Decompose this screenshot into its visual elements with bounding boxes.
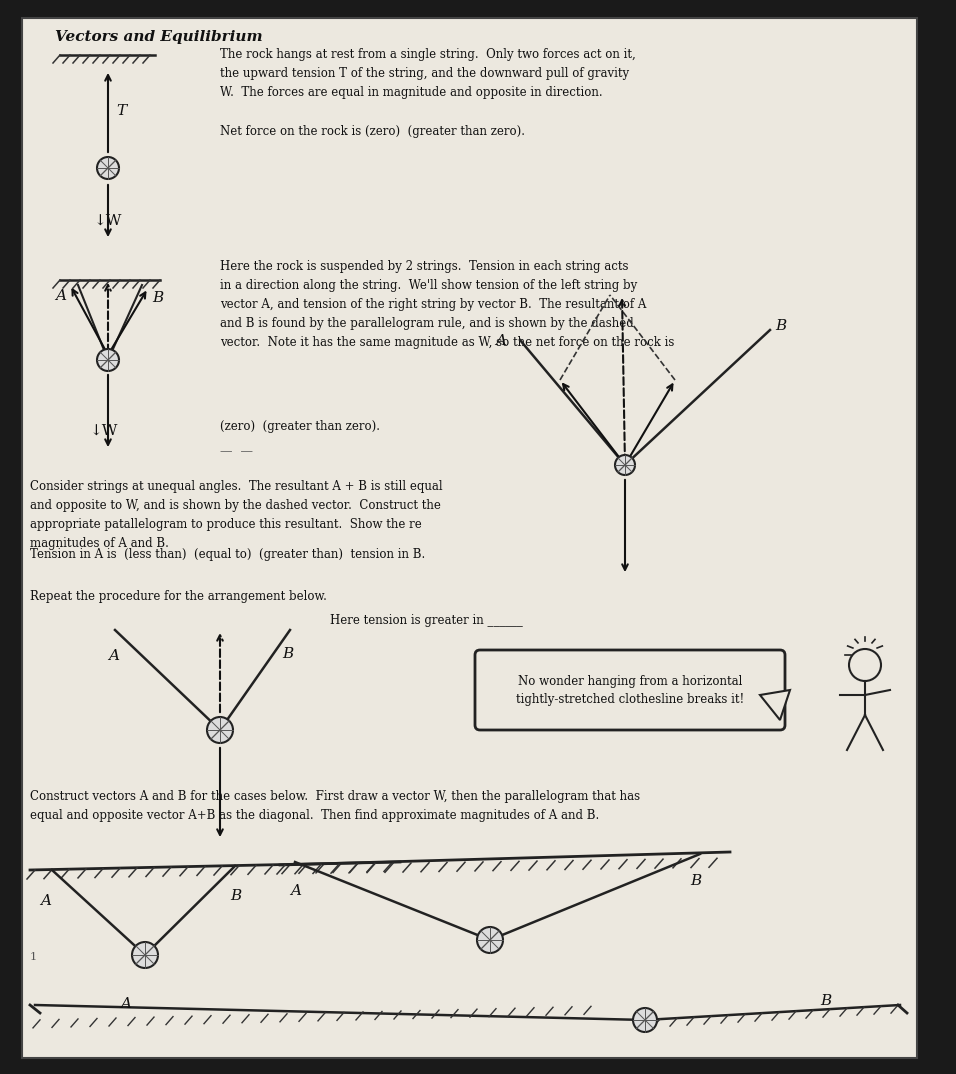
Text: (zero)  (greater than zero).: (zero) (greater than zero). bbox=[220, 420, 380, 433]
Text: B: B bbox=[230, 889, 241, 903]
Text: B: B bbox=[820, 995, 832, 1008]
Circle shape bbox=[633, 1008, 657, 1032]
Text: 1: 1 bbox=[30, 952, 37, 962]
Polygon shape bbox=[760, 690, 790, 720]
Text: Repeat the procedure for the arrangement below.: Repeat the procedure for the arrangement… bbox=[30, 590, 327, 603]
Text: Vectors and Equilibrium: Vectors and Equilibrium bbox=[55, 30, 263, 44]
Text: B: B bbox=[690, 874, 702, 888]
Text: A: A bbox=[290, 884, 301, 898]
Text: B: B bbox=[775, 319, 786, 333]
Text: B: B bbox=[282, 647, 293, 661]
Circle shape bbox=[477, 927, 503, 953]
Text: —  —: — — bbox=[220, 445, 253, 458]
FancyBboxPatch shape bbox=[22, 18, 917, 1058]
Text: ↓W: ↓W bbox=[94, 214, 122, 228]
Circle shape bbox=[207, 717, 233, 743]
Text: No wonder hanging from a horizontal
tightly-stretched clothesline breaks it!: No wonder hanging from a horizontal tigh… bbox=[516, 674, 744, 706]
Text: Net force on the rock is (zero)  (greater than zero).: Net force on the rock is (zero) (greater… bbox=[220, 125, 525, 137]
Circle shape bbox=[97, 157, 119, 179]
Text: A: A bbox=[108, 649, 119, 663]
Text: A: A bbox=[40, 894, 51, 908]
Circle shape bbox=[615, 455, 635, 475]
Text: Consider strings at unequal angles.  The resultant A + B is still equal
and oppo: Consider strings at unequal angles. The … bbox=[30, 480, 443, 550]
Text: A: A bbox=[495, 334, 506, 348]
Circle shape bbox=[97, 349, 119, 371]
Text: B: B bbox=[152, 291, 163, 305]
Text: T: T bbox=[116, 104, 126, 118]
Circle shape bbox=[132, 942, 158, 968]
Text: Tension in A is  (less than)  (equal to)  (greater than)  tension in B.: Tension in A is (less than) (equal to) (… bbox=[30, 548, 425, 561]
Text: ↓W: ↓W bbox=[90, 424, 119, 438]
Text: Construct vectors A and B for the cases below.  First draw a vector W, then the : Construct vectors A and B for the cases … bbox=[30, 790, 641, 822]
Text: Here tension is greater in ______: Here tension is greater in ______ bbox=[330, 614, 523, 627]
Text: A: A bbox=[55, 289, 66, 303]
Text: Here the rock is suspended by 2 strings.  Tension in each string acts
in a direc: Here the rock is suspended by 2 strings.… bbox=[220, 260, 674, 349]
Text: The rock hangs at rest from a single string.  Only two forces act on it,
the upw: The rock hangs at rest from a single str… bbox=[220, 48, 636, 99]
Text: A: A bbox=[120, 997, 131, 1011]
FancyBboxPatch shape bbox=[475, 650, 785, 730]
